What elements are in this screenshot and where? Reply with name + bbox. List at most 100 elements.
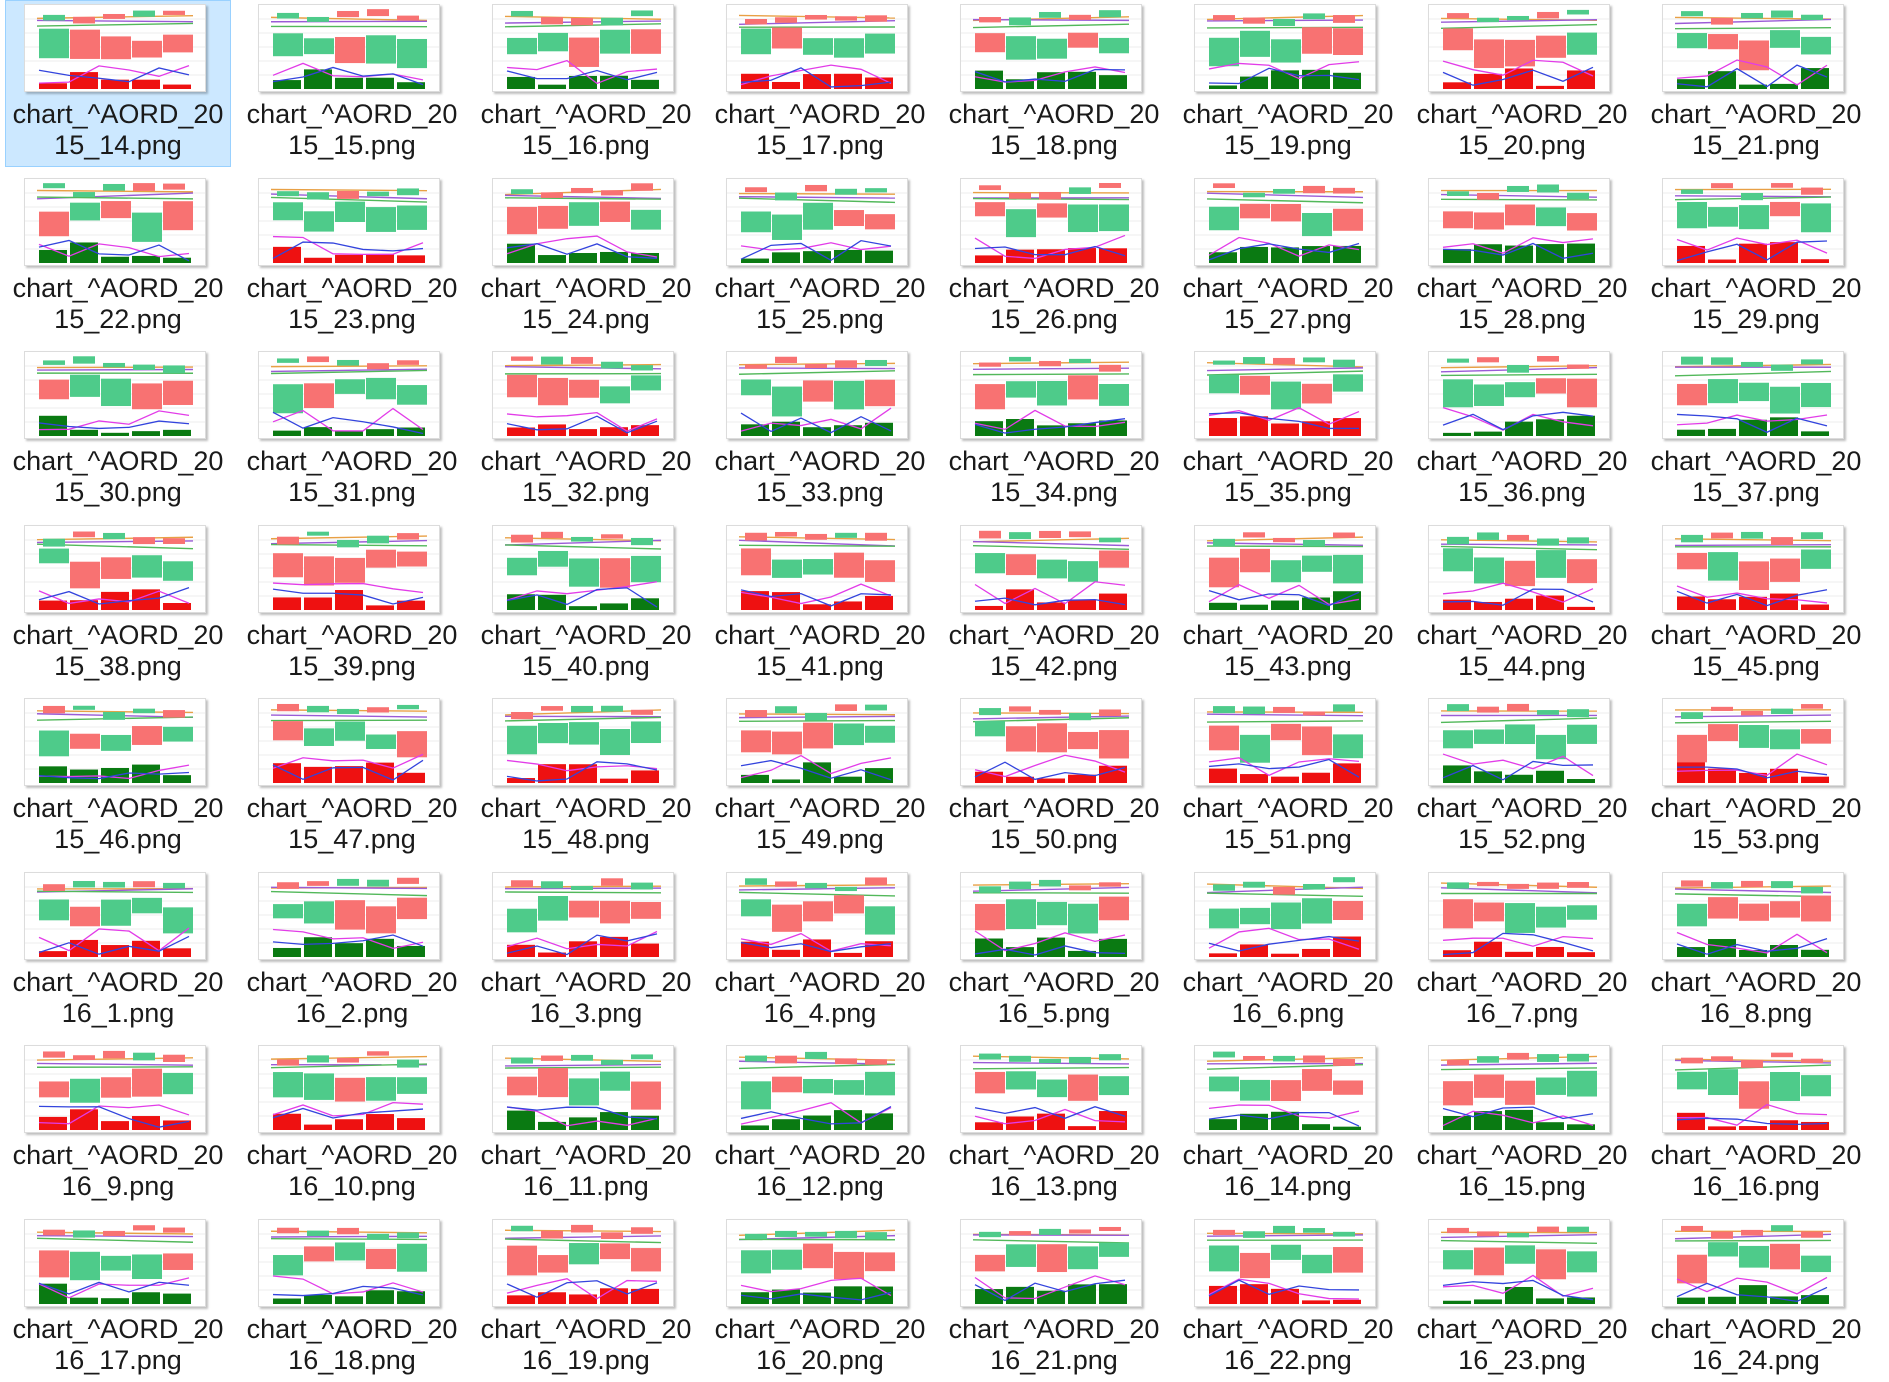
- file-name: chart_^AORD_2015_33.png: [712, 446, 928, 508]
- file-item[interactable]: chart_^AORD_2015_46.png: [5, 694, 231, 861]
- file-name: chart_^AORD_2015_15.png: [244, 99, 460, 161]
- file-item[interactable]: chart_^AORD_2015_18.png: [941, 0, 1167, 167]
- file-name: chart_^AORD_2015_52.png: [1414, 793, 1630, 855]
- file-name: chart_^AORD_2015_18.png: [946, 99, 1162, 161]
- thumbnail-image: [1429, 873, 1609, 959]
- file-item[interactable]: chart_^AORD_2016_21.png: [941, 1215, 1167, 1382]
- file-item[interactable]: chart_^AORD_2016_4.png: [707, 868, 933, 1035]
- file-item[interactable]: chart_^AORD_2015_40.png: [473, 521, 699, 688]
- thumbnail-image: [1663, 873, 1843, 959]
- file-item[interactable]: chart_^AORD_2016_6.png: [1175, 868, 1401, 1035]
- file-name: chart_^AORD_2015_23.png: [244, 273, 460, 335]
- thumbnail-image: [961, 5, 1141, 91]
- file-item[interactable]: chart_^AORD_2015_22.png: [5, 174, 231, 341]
- file-item[interactable]: chart_^AORD_2015_16.png: [473, 0, 699, 167]
- file-item[interactable]: chart_^AORD_2015_19.png: [1175, 0, 1401, 167]
- file-item[interactable]: chart_^AORD_2016_2.png: [239, 868, 465, 1035]
- file-item[interactable]: chart_^AORD_2016_9.png: [5, 1041, 231, 1208]
- file-item[interactable]: chart_^AORD_2016_10.png: [239, 1041, 465, 1208]
- file-item[interactable]: chart_^AORD_2016_5.png: [941, 868, 1167, 1035]
- file-name: chart_^AORD_2016_14.png: [1180, 1140, 1396, 1202]
- thumbnail-image: [1195, 179, 1375, 265]
- thumbnail-image: [25, 526, 205, 612]
- file-item[interactable]: chart_^AORD_2015_21.png: [1643, 0, 1869, 167]
- file-item[interactable]: chart_^AORD_2015_41.png: [707, 521, 933, 688]
- file-item[interactable]: chart_^AORD_2015_32.png: [473, 347, 699, 514]
- file-item[interactable]: chart_^AORD_2015_53.png: [1643, 694, 1869, 861]
- file-item[interactable]: chart_^AORD_2015_14.png: [5, 0, 231, 167]
- file-item[interactable]: chart_^AORD_2016_13.png: [941, 1041, 1167, 1208]
- file-item[interactable]: chart_^AORD_2015_25.png: [707, 174, 933, 341]
- file-item[interactable]: chart_^AORD_2016_7.png: [1409, 868, 1635, 1035]
- file-item[interactable]: chart_^AORD_2015_52.png: [1409, 694, 1635, 861]
- file-item[interactable]: chart_^AORD_2016_15.png: [1409, 1041, 1635, 1208]
- file-item[interactable]: chart_^AORD_2016_8.png: [1643, 868, 1869, 1035]
- chart-thumbnail: [1662, 178, 1844, 266]
- file-item[interactable]: chart_^AORD_2015_39.png: [239, 521, 465, 688]
- file-item[interactable]: chart_^AORD_2015_42.png: [941, 521, 1167, 688]
- file-item[interactable]: chart_^AORD_2015_38.png: [5, 521, 231, 688]
- file-item[interactable]: chart_^AORD_2015_27.png: [1175, 174, 1401, 341]
- file-name: chart_^AORD_2015_32.png: [478, 446, 694, 508]
- file-item[interactable]: chart_^AORD_2016_19.png: [473, 1215, 699, 1382]
- file-item[interactable]: chart_^AORD_2015_43.png: [1175, 521, 1401, 688]
- file-item[interactable]: chart_^AORD_2016_14.png: [1175, 1041, 1401, 1208]
- file-item[interactable]: chart_^AORD_2016_12.png: [707, 1041, 933, 1208]
- thumbnail-image: [1429, 699, 1609, 785]
- file-name: chart_^AORD_2016_8.png: [1648, 967, 1864, 1029]
- thumbnail-image: [493, 1220, 673, 1306]
- file-item[interactable]: chart_^AORD_2015_47.png: [239, 694, 465, 861]
- file-item[interactable]: chart_^AORD_2015_31.png: [239, 347, 465, 514]
- file-item[interactable]: chart_^AORD_2016_17.png: [5, 1215, 231, 1382]
- thumbnail-image: [493, 179, 673, 265]
- file-item[interactable]: chart_^AORD_2015_44.png: [1409, 521, 1635, 688]
- file-item[interactable]: chart_^AORD_2015_49.png: [707, 694, 933, 861]
- file-item[interactable]: chart_^AORD_2015_45.png: [1643, 521, 1869, 688]
- file-item[interactable]: chart_^AORD_2015_50.png: [941, 694, 1167, 861]
- file-item[interactable]: chart_^AORD_2016_24.png: [1643, 1215, 1869, 1382]
- file-name: chart_^AORD_2015_24.png: [478, 273, 694, 335]
- file-name: chart_^AORD_2015_26.png: [946, 273, 1162, 335]
- chart-thumbnail: [960, 178, 1142, 266]
- file-item[interactable]: chart_^AORD_2015_28.png: [1409, 174, 1635, 341]
- chart-thumbnail: [492, 525, 674, 613]
- file-item[interactable]: chart_^AORD_2015_20.png: [1409, 0, 1635, 167]
- file-item[interactable]: chart_^AORD_2015_34.png: [941, 347, 1167, 514]
- chart-thumbnail: [492, 178, 674, 266]
- file-item[interactable]: chart_^AORD_2015_37.png: [1643, 347, 1869, 514]
- file-name: chart_^AORD_2015_51.png: [1180, 793, 1396, 855]
- file-name: chart_^AORD_2015_38.png: [10, 620, 226, 682]
- file-item[interactable]: chart_^AORD_2015_29.png: [1643, 174, 1869, 341]
- file-item[interactable]: chart_^AORD_2016_16.png: [1643, 1041, 1869, 1208]
- file-item[interactable]: chart_^AORD_2015_33.png: [707, 347, 933, 514]
- chart-thumbnail: [726, 4, 908, 92]
- thumbnail-image: [259, 1220, 439, 1306]
- file-item[interactable]: chart_^AORD_2015_15.png: [239, 0, 465, 167]
- file-name: chart_^AORD_2015_44.png: [1414, 620, 1630, 682]
- chart-thumbnail: [1662, 1045, 1844, 1133]
- thumbnail-image: [1663, 5, 1843, 91]
- thumbnail-image: [1429, 526, 1609, 612]
- file-item[interactable]: chart_^AORD_2015_36.png: [1409, 347, 1635, 514]
- file-item[interactable]: chart_^AORD_2016_11.png: [473, 1041, 699, 1208]
- thumbnail-image: [1195, 5, 1375, 91]
- file-item[interactable]: chart_^AORD_2015_30.png: [5, 347, 231, 514]
- file-item[interactable]: chart_^AORD_2016_23.png: [1409, 1215, 1635, 1382]
- file-item[interactable]: chart_^AORD_2016_18.png: [239, 1215, 465, 1382]
- file-item[interactable]: chart_^AORD_2016_1.png: [5, 868, 231, 1035]
- file-item[interactable]: chart_^AORD_2016_20.png: [707, 1215, 933, 1382]
- file-item[interactable]: chart_^AORD_2015_26.png: [941, 174, 1167, 341]
- thumbnail-image: [1429, 1220, 1609, 1306]
- file-item[interactable]: chart_^AORD_2015_17.png: [707, 0, 933, 167]
- file-name: chart_^AORD_2016_21.png: [946, 1314, 1162, 1376]
- thumbnail-image: [1663, 1220, 1843, 1306]
- chart-thumbnail: [258, 1045, 440, 1133]
- file-item[interactable]: chart_^AORD_2016_22.png: [1175, 1215, 1401, 1382]
- file-item[interactable]: chart_^AORD_2015_24.png: [473, 174, 699, 341]
- file-name: chart_^AORD_2016_11.png: [478, 1140, 694, 1202]
- file-item[interactable]: chart_^AORD_2015_23.png: [239, 174, 465, 341]
- file-item[interactable]: chart_^AORD_2016_3.png: [473, 868, 699, 1035]
- file-item[interactable]: chart_^AORD_2015_35.png: [1175, 347, 1401, 514]
- file-item[interactable]: chart_^AORD_2015_48.png: [473, 694, 699, 861]
- file-item[interactable]: chart_^AORD_2015_51.png: [1175, 694, 1401, 861]
